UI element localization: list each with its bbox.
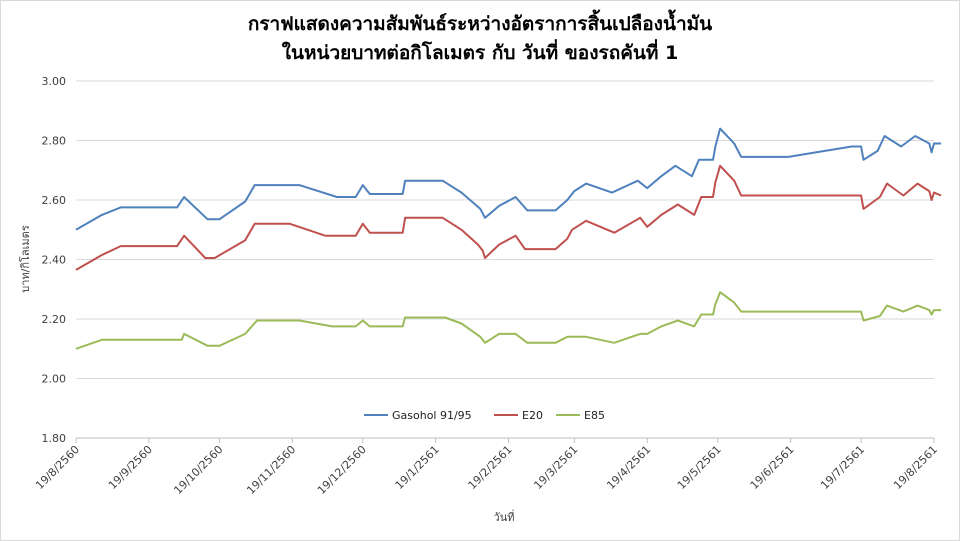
x-tick-label: 19/5/2561 bbox=[675, 443, 724, 492]
y-tick-label: 2.00 bbox=[42, 373, 67, 386]
series-lines bbox=[75, 127, 942, 350]
chart-title-line-1: กราฟแสดงความสัมพันธ์ระหว่างอัตราการสิ้นเ… bbox=[247, 13, 713, 35]
x-tick-label: 19/12/2560 bbox=[315, 443, 369, 497]
x-tick-label: 19/8/2561 bbox=[891, 443, 940, 492]
x-tick-label: 19/3/2561 bbox=[531, 443, 580, 492]
x-tick-label: 19/8/2560 bbox=[33, 443, 82, 492]
x-tick-label: 19/9/2560 bbox=[106, 443, 155, 492]
legend: Gasohol 91/95 E20 E85 bbox=[364, 409, 605, 422]
chart-title-line-2: ในหน่วยบาทต่อกิโลเมตร กับ วันที่ ของรถคั… bbox=[281, 42, 679, 64]
y-tick-label: 2.80 bbox=[42, 135, 67, 148]
x-tick-label: 19/7/2561 bbox=[818, 443, 867, 492]
y-axis-label: บาท/กิโลเมตร bbox=[18, 225, 32, 293]
series-line-e85 bbox=[75, 291, 942, 350]
legend-label: Gasohol 91/95 bbox=[392, 409, 472, 422]
x-tick-label: 19/6/2561 bbox=[748, 443, 797, 492]
x-tick-label: 19/10/2560 bbox=[171, 443, 225, 497]
y-tick-label: 3.00 bbox=[42, 75, 67, 88]
x-tick-label: 19/4/2561 bbox=[604, 443, 653, 492]
y-tick-label: 2.40 bbox=[42, 254, 67, 267]
legend-label: E85 bbox=[584, 409, 605, 422]
x-tick-label: 19/1/2561 bbox=[393, 443, 442, 492]
x-tick-label: 19/2/2561 bbox=[466, 443, 515, 492]
series-line-e20 bbox=[75, 164, 942, 271]
y-axis-ticks: 1.80 2.00 2.20 2.40 2.60 2.80 3.00 bbox=[42, 75, 67, 445]
legend-item: E20 bbox=[494, 409, 543, 422]
y-tick-label: 2.60 bbox=[42, 194, 67, 207]
series-line-gasohol-91-95 bbox=[75, 127, 942, 231]
x-axis-ticks: 19/8/2560 19/9/2560 19/10/2560 19/11/2560 19… bbox=[33, 438, 940, 497]
gridlines bbox=[76, 80, 934, 439]
y-tick-label: 1.80 bbox=[42, 432, 67, 445]
x-tick-label: 19/11/2560 bbox=[244, 443, 298, 497]
legend-item: Gasohol 91/95 bbox=[364, 409, 472, 422]
y-tick-label: 2.20 bbox=[42, 313, 67, 326]
legend-label: E20 bbox=[522, 409, 543, 422]
legend-item: E85 bbox=[556, 409, 605, 422]
x-axis-label: วันที่ bbox=[494, 509, 515, 524]
